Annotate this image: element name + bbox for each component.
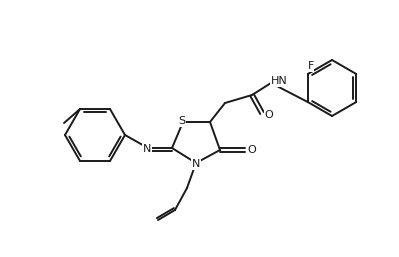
- Text: O: O: [248, 145, 257, 155]
- Text: N: N: [192, 159, 200, 169]
- Text: O: O: [265, 110, 273, 120]
- Text: F: F: [308, 61, 314, 71]
- Text: S: S: [178, 116, 186, 126]
- Text: N: N: [143, 144, 151, 154]
- Text: HN: HN: [271, 76, 287, 86]
